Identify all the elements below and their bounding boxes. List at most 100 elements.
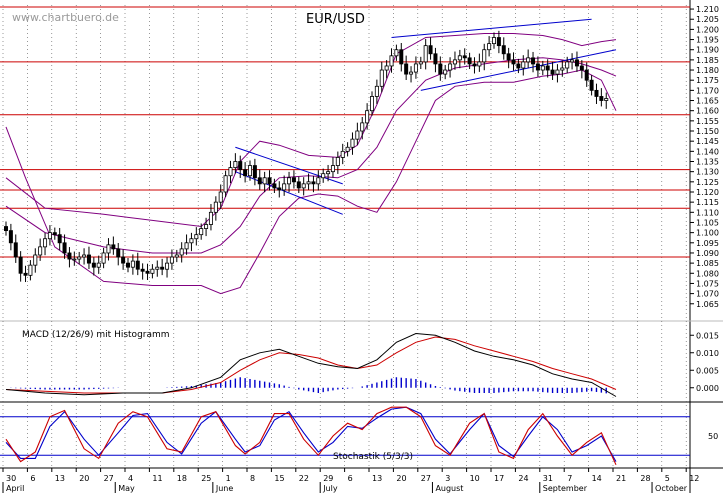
candle-body [208,211,213,225]
candle-body [77,256,82,260]
candle-body [423,45,428,63]
candle [252,158,257,186]
candle [130,254,135,275]
candle [379,61,384,93]
candle-body [247,165,252,177]
candle-body [477,61,482,67]
date-tick-label: 22 [299,474,309,483]
candle-body [160,266,165,270]
candle [594,83,599,104]
candle-body [433,53,438,65]
candle-body [404,63,409,75]
candle-body [535,63,540,71]
candle-body [448,63,453,71]
candle-body [491,37,496,45]
date-tick-label: 27 [104,474,114,483]
candle-body [38,246,43,256]
candle [233,153,238,174]
date-tick-label: 31 [543,474,553,483]
date-tick-label: 6 [30,474,35,483]
candle [423,38,428,70]
candle-body [589,79,594,91]
candle [135,252,140,276]
candle-body [194,234,199,240]
candle [4,221,9,236]
candle [145,263,150,280]
price-tick-label: 1.195 [696,36,719,45]
candle-body [204,224,209,229]
candle [482,43,487,71]
date-tick-label: 1 [226,474,231,483]
candle [589,75,594,96]
candle-body [28,264,33,276]
price-tick-label: 1.065 [696,300,719,309]
price-tick-label: 1.130 [696,168,719,177]
candle-body [579,65,584,71]
candle [330,157,335,178]
candle-body [252,165,257,179]
date-tick-label: 8 [250,474,255,483]
candle [491,32,496,49]
candle-body [462,55,467,59]
candle [238,155,243,178]
candle-body [496,37,501,47]
candle-body [379,69,384,87]
candle [345,142,350,157]
candle-body [287,177,292,185]
candle-body [184,242,189,250]
candle [457,49,462,69]
candle-body [121,256,126,264]
candle-body [116,248,121,258]
candle-body [540,65,545,71]
stoch-tick-label: 50 [708,432,718,441]
month-label: April [6,484,24,493]
price-tick-label: 1.100 [696,229,719,238]
candle-body [101,252,106,264]
bollinger-middle [5,57,617,254]
bollinger-upper [5,33,617,228]
candle [438,56,443,81]
candle-body [267,177,272,185]
candle-body [57,234,62,244]
candle-body [96,262,101,268]
date-tick-label: 21 [616,474,626,483]
candle [272,178,277,194]
candle [213,196,218,221]
candle-body [282,183,287,191]
candle [394,44,399,61]
candle-body [18,256,23,274]
candle-body [599,96,604,101]
candle [277,181,282,198]
candle [174,249,179,263]
trendline [235,171,343,215]
date-tick-label: 13 [55,474,65,483]
candle-body [584,69,589,81]
candle [550,61,555,80]
price-tick-label: 1.200 [696,25,719,34]
candle [526,49,531,68]
candle [184,234,189,255]
month-label: May [118,484,135,493]
candle [321,168,326,183]
candle-body [238,161,243,171]
candle-body [86,254,91,264]
candle-body [506,53,511,61]
candle [8,223,13,251]
candle-body [355,130,360,140]
candle [228,160,233,184]
date-tick-label: 29 [323,474,333,483]
candle [43,232,48,256]
candle [38,238,43,261]
price-tick-label: 1.090 [696,249,719,258]
candle [287,171,292,193]
date-tick-label: 18 [177,474,187,483]
candle [404,55,409,80]
price-tick-label: 1.070 [696,290,719,299]
price-tick-label: 1.150 [696,127,719,136]
month-label: July [322,484,338,493]
candle [570,53,575,70]
price-tick-label: 1.165 [696,97,719,106]
candle-body [8,230,13,244]
candle [340,143,345,165]
candle [194,227,199,246]
